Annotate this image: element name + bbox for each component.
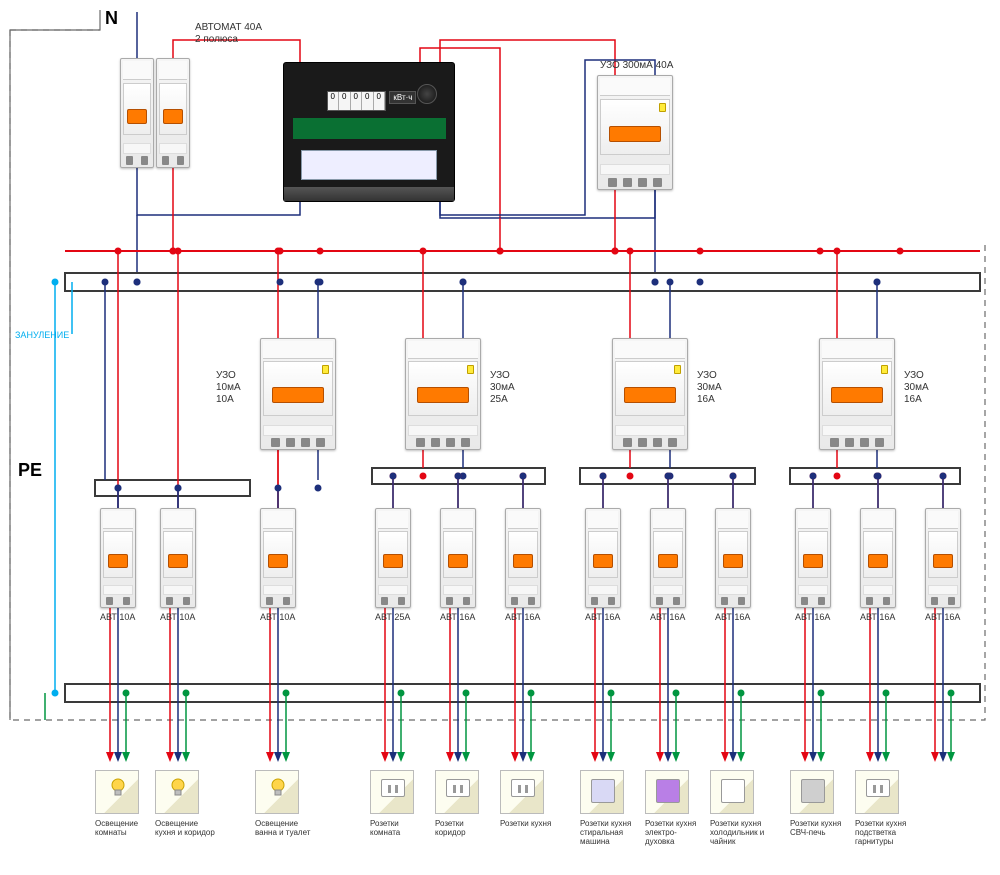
load-label: Розетки кухня СВЧ-печь [790, 820, 850, 838]
sub-uzo [612, 338, 688, 450]
circuit-breaker [375, 508, 411, 608]
load-icon [645, 770, 689, 814]
breaker-label: АВТ 25А [375, 612, 410, 623]
load-icon [370, 770, 414, 814]
load-label: Розетки кухня подстветка гарнитуры [855, 820, 915, 846]
main-uzo [597, 75, 673, 190]
uzo-label: УЗО 30мА 16А [697, 370, 722, 406]
load-icon [710, 770, 754, 814]
sub-uzo [405, 338, 481, 450]
label-main-breaker: АВТОМАТ 40A 2 полюса [195, 22, 262, 46]
breaker-label: АВТ 16А [650, 612, 685, 623]
load-label: Розетки комната [370, 820, 430, 838]
load-icon [580, 770, 624, 814]
main-breaker-pole2 [156, 58, 190, 168]
breaker-label: АВТ 16А [505, 612, 540, 623]
load-icon [500, 770, 544, 814]
label-N: N [105, 8, 118, 29]
load-icon [95, 770, 139, 814]
label-zanulenie: ЗАНУЛЕНИЕ [15, 330, 69, 340]
circuit-breaker [505, 508, 541, 608]
load-label: Розетки кухня [500, 820, 560, 829]
load-icon [855, 770, 899, 814]
load-label: Розетки кухня холодильник и чайник [710, 820, 770, 846]
load-label: Освещение комнаты [95, 820, 155, 838]
circuit-breaker [585, 508, 621, 608]
breaker-label: АВТ 10А [100, 612, 135, 623]
breaker-label: АВТ 16А [925, 612, 960, 623]
circuit-breaker [925, 508, 961, 608]
circuit-breaker [100, 508, 136, 608]
circuit-breaker [715, 508, 751, 608]
meter-digits: 00000 [327, 91, 387, 112]
load-icon [255, 770, 299, 814]
load-label: Розетки кухня стиральная машина [580, 820, 640, 846]
load-label: Розетки коридор [435, 820, 495, 838]
uzo-label: УЗО 10мА 10А [216, 370, 241, 406]
breaker-label: АВТ 16А [715, 612, 750, 623]
diagram-stage: N PE ЗАНУЛЕНИЕ АВТОМАТ 40A 2 полюса УЗО … [0, 0, 1000, 875]
label-PE: PE [18, 460, 42, 481]
load-label: Освещение ванна и туалет [255, 820, 315, 838]
load-icon [790, 770, 834, 814]
breaker-label: АВТ 16А [860, 612, 895, 623]
energy-meter: 00000 кВт·ч [283, 62, 455, 202]
circuit-breaker [650, 508, 686, 608]
breaker-label: АВТ 16А [585, 612, 620, 623]
load-icon [155, 770, 199, 814]
load-label: Розетки кухня электро- духовка [645, 820, 705, 846]
circuit-breaker [795, 508, 831, 608]
sub-uzo [819, 338, 895, 450]
breaker-label: АВТ 16А [440, 612, 475, 623]
circuit-breaker [440, 508, 476, 608]
load-icon [435, 770, 479, 814]
meter-dial [417, 84, 437, 104]
label-main-uzo: УЗО 300мА 40А [600, 60, 673, 72]
main-breaker-pole1 [120, 58, 154, 168]
uzo-label: УЗО 30мА 16А [904, 370, 929, 406]
breaker-label: АВТ 10А [260, 612, 295, 623]
circuit-breaker [260, 508, 296, 608]
sub-uzo [260, 338, 336, 450]
load-label: Освещение кухня и коридор [155, 820, 215, 838]
uzo-label: УЗО 30мА 25А [490, 370, 515, 406]
breaker-label: АВТ 10А [160, 612, 195, 623]
meter-unit: кВт·ч [389, 91, 416, 104]
circuit-breaker [160, 508, 196, 608]
circuit-breaker [860, 508, 896, 608]
breaker-label: АВТ 16А [795, 612, 830, 623]
